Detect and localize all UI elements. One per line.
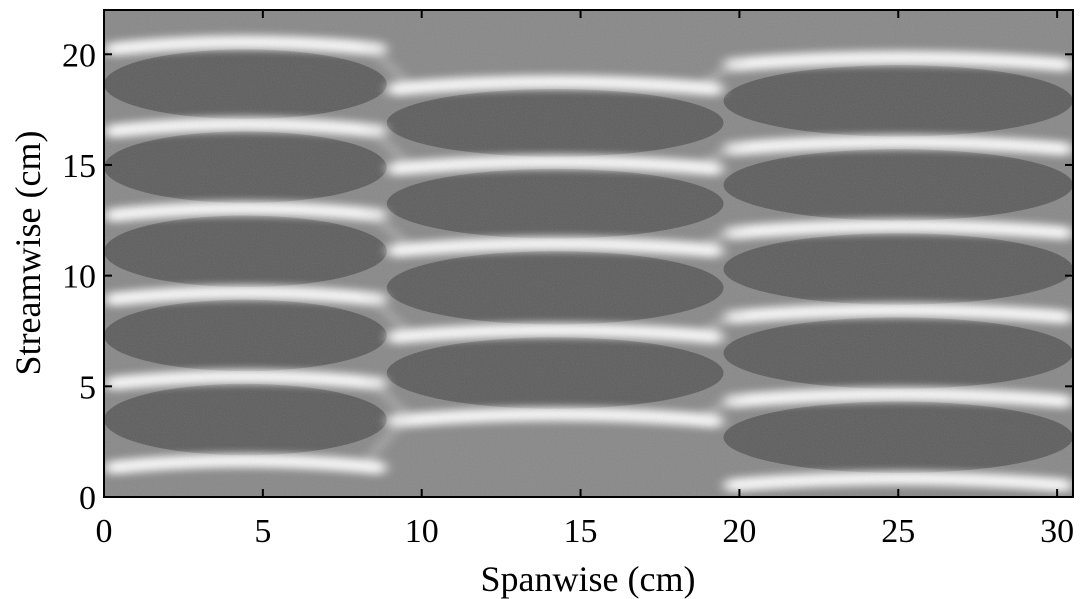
- plot-area: [104, 10, 1073, 497]
- x-tick-label: 20: [722, 513, 756, 550]
- y-tick-label: 0: [79, 480, 96, 517]
- x-tick-label: 15: [564, 513, 598, 550]
- y-tick-label: 5: [79, 369, 96, 406]
- x-tick-label: 0: [96, 513, 113, 550]
- y-tick-label: 20: [62, 37, 96, 74]
- plot-frame: [103, 9, 1074, 498]
- x-tick-label: 25: [881, 513, 915, 550]
- y-axis-label: Streamwise (cm): [8, 131, 48, 376]
- x-tick-label: 10: [405, 513, 439, 550]
- x-axis-label: Spanwise (cm): [481, 559, 696, 599]
- y-tick-label: 15: [62, 148, 96, 185]
- y-axis: 0 5 10 15 20: [62, 37, 1073, 517]
- y-tick-label: 10: [62, 259, 96, 296]
- x-axis: 0 5 10 15 20 25 30: [96, 10, 1074, 550]
- x-tick-label: 5: [254, 513, 271, 550]
- x-tick-label: 30: [1040, 513, 1074, 550]
- texture-noise: [104, 10, 1073, 497]
